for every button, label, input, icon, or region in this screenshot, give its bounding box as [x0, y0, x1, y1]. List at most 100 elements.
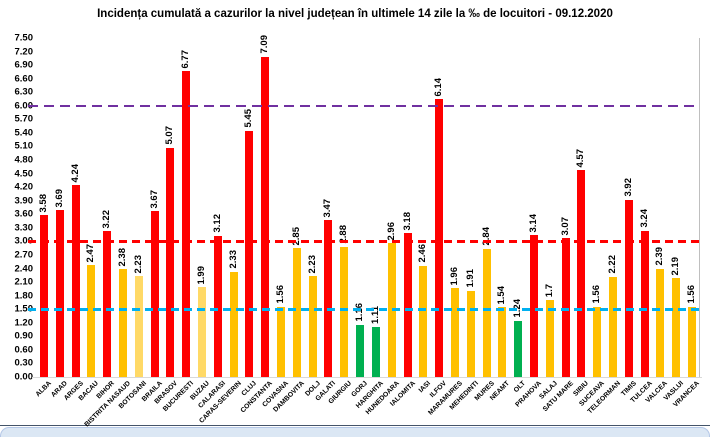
bar-gorj [356, 324, 365, 377]
bar-giurgiu [340, 246, 349, 377]
y-axis-tick-label: 1.50 [14, 303, 34, 315]
y-axis-tick-label: 6.60 [14, 73, 34, 85]
y-axis-tick-label: 6.00 [14, 100, 34, 112]
bar-alba [39, 215, 48, 377]
y-axis-tick-label: 0.00 [14, 371, 34, 383]
bar-value-label: 5.07 [164, 126, 176, 145]
bar-value-label: 2.46 [417, 244, 429, 263]
bar-value-label: 6.14 [433, 77, 445, 97]
bar-iasi [419, 265, 428, 377]
y-axis-tick-label: 6.30 [14, 86, 34, 98]
y-axis-tick-label: 4.20 [14, 181, 34, 193]
bar-maramures [450, 288, 459, 377]
bar-dolj [308, 276, 317, 377]
bar-dambovita [292, 248, 301, 377]
plot-right-border [699, 38, 700, 377]
y-axis-tick-label: 2.40 [14, 263, 34, 275]
bar-value-label: 1.91 [464, 269, 476, 288]
y-axis-tick-label: 2.70 [14, 249, 34, 261]
y-axis: 7.50 7.20 6.90 6.60 6.30 6.00 5.70 5.40 5.10 4.80… [0, 33, 34, 383]
bar-value-label: 1.56 [686, 285, 698, 304]
bar-value-label: 2.33 [227, 250, 239, 269]
y-axis-tick-label: 4.50 [14, 168, 34, 180]
plot-area: 3.58 ALBA 3.69 ARAD 4.24 ARGES 2.47 BACAU 3.22 BI… [28, 35, 702, 428]
y-axis-tick-label: 6.90 [14, 59, 34, 71]
bar-value-label: 1.56 [275, 285, 287, 304]
y-axis-tick-label: 5.40 [14, 127, 34, 139]
bar-value-label: 3.18 [401, 211, 413, 231]
y-axis-tick-label: 7.50 [14, 32, 34, 44]
bar-vrancea [688, 306, 697, 377]
bar-sibiu [577, 170, 586, 377]
bar-mures [482, 248, 491, 377]
bar-value-label: 1.99 [196, 265, 207, 285]
bar-bacau [87, 265, 96, 377]
bar-value-label: 3.47 [322, 198, 334, 218]
bar-ialomita [403, 233, 412, 377]
bar-salaj [545, 300, 554, 377]
bar-value-label: 3.69 [53, 188, 65, 208]
bar-teleorman [609, 276, 618, 377]
bar-value-label: 1.96 [448, 266, 460, 286]
bar-value-label: 5.45 [243, 109, 255, 128]
bar-value-label: 2.23 [132, 254, 144, 274]
bar-value-label: 2.96 [385, 221, 397, 241]
bar-valcea [656, 268, 665, 377]
y-axis-tick-label: 7.20 [14, 46, 34, 58]
y-axis-tick-label: 3.60 [14, 208, 34, 220]
bar-value-label: 4.57 [575, 148, 587, 168]
bar-galati [324, 220, 333, 377]
bar-mehedinti [466, 290, 475, 377]
bar-value-label: 3.24 [638, 209, 650, 228]
bar-bistrita-nasaud [118, 269, 127, 377]
bar-timis [624, 199, 633, 377]
y-axis-tick-label: 4.80 [14, 154, 34, 166]
bar-arad [55, 210, 64, 377]
bar-value-label: 4.24 [69, 163, 81, 183]
bar-bucuresti [182, 71, 191, 377]
bar-value-label: 7.09 [259, 35, 271, 54]
bar-ilfov [435, 99, 444, 377]
bar-braila [150, 211, 159, 377]
y-axis-tick-label: 3.30 [14, 222, 34, 234]
bar-value-label: 3.22 [101, 209, 113, 229]
bar-value-label: 3.07 [559, 216, 571, 236]
y-axis-tick-label: 1.20 [14, 317, 34, 329]
y-axis-tick-label: 3.90 [14, 195, 34, 207]
bar-value-label: 1.7 [543, 283, 555, 298]
bar-arges [71, 185, 80, 377]
bar-value-label: 2.22 [607, 255, 619, 274]
bar-value-label: 3.12 [211, 214, 223, 233]
bar-botosani [134, 276, 143, 377]
bar-suceava [593, 306, 602, 377]
bar-olt [514, 320, 523, 377]
bar-value-label: 3.14 [528, 213, 539, 233]
threshold-line-6 [28, 104, 700, 108]
bar-value-label: 3.58 [37, 193, 49, 213]
bar-value-label: 3.92 [622, 178, 634, 197]
bar-cluj [245, 130, 254, 377]
y-axis-tick-label: 1.80 [14, 290, 34, 302]
bar-value-label: 6.77 [180, 49, 192, 69]
bar-covasna [277, 306, 286, 377]
footer-divider-line [0, 425, 710, 426]
bar-value-label: 2.23 [306, 254, 318, 274]
y-axis-tick-label: 2.10 [14, 276, 34, 288]
bar-value-label: 1.56 [591, 285, 603, 304]
threshold-line-3 [28, 240, 700, 243]
y-axis-tick-label: 0.60 [14, 344, 34, 356]
x-axis-line [32, 377, 702, 378]
bar-value-label: 2.19 [670, 256, 682, 276]
y-axis-tick-label: 0.90 [14, 330, 34, 342]
bar-satu-mare [561, 238, 570, 377]
bar-value-label: 3.67 [148, 189, 160, 209]
bar-harghita [371, 326, 380, 377]
bar-constanta [261, 56, 270, 377]
y-axis-tick-label: 3.00 [14, 235, 34, 247]
threshold-line-1-5 [28, 308, 700, 311]
bar-tulcea [640, 230, 649, 377]
bar-value-label: 1.54 [496, 285, 508, 305]
bar-value-label: 2.38 [116, 247, 128, 267]
bar-vaslui [672, 278, 681, 377]
bar-value-label: 1.16 [354, 303, 366, 322]
